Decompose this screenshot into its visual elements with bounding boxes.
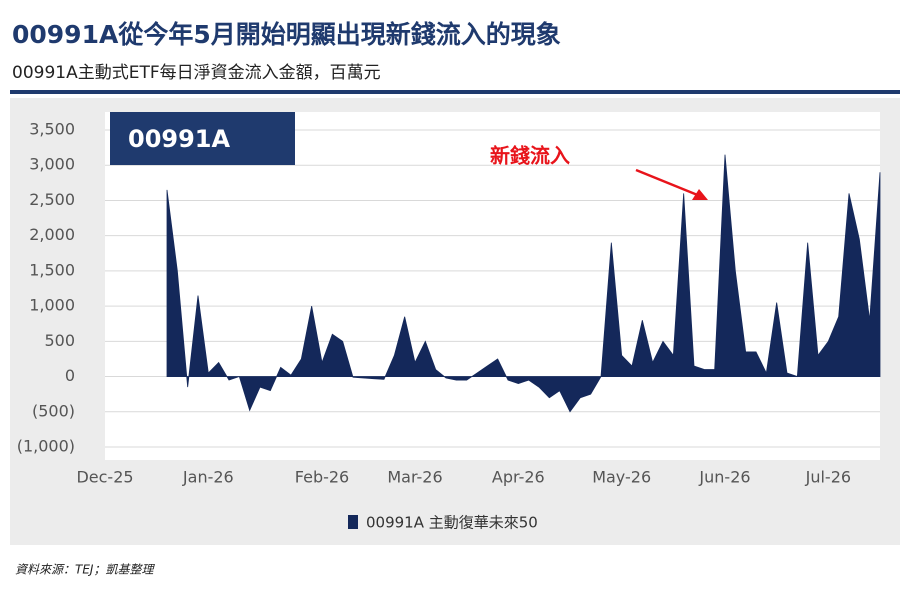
y-tick-label: (500) bbox=[32, 401, 75, 420]
x-tick-label: Jul-26 bbox=[805, 468, 851, 487]
x-tick-label: Feb-26 bbox=[295, 468, 349, 487]
y-tick-label: 2,500 bbox=[29, 190, 75, 209]
y-tick-label: 3,000 bbox=[29, 155, 75, 174]
x-tick-label: Apr-26 bbox=[492, 468, 545, 487]
y-tick-label: 500 bbox=[44, 331, 75, 350]
rule bbox=[10, 90, 900, 94]
y-tick-label: 2,000 bbox=[29, 225, 75, 244]
y-tick-label: 1,000 bbox=[29, 296, 75, 315]
arrow-head bbox=[692, 189, 708, 200]
annotation: 新錢流入 bbox=[490, 144, 570, 168]
x-tick-label: May-26 bbox=[592, 468, 651, 487]
legend-swatch bbox=[348, 515, 358, 529]
y-tick-label: (1,000) bbox=[17, 437, 75, 456]
badge-box bbox=[110, 112, 295, 165]
y-tick-label: 1,500 bbox=[29, 260, 75, 279]
y-tick-label: 0 bbox=[65, 366, 75, 385]
area bbox=[166, 154, 881, 413]
plot-area bbox=[105, 112, 880, 460]
source: 資料來源：TEJ；凱基整理 bbox=[15, 563, 155, 577]
x-tick-label: Jan-26 bbox=[182, 468, 234, 487]
badge: 00991A bbox=[128, 125, 230, 153]
chart-title: 00991A從今年5月開始明顯出現新錢流入的現象 bbox=[12, 20, 561, 49]
legend-label: 00991A 主動復華未來50 bbox=[366, 514, 538, 532]
x-tick-label: Jun-26 bbox=[698, 468, 750, 487]
x-tick-label: Dec-25 bbox=[76, 468, 133, 487]
y-tick-label: 3,500 bbox=[29, 120, 75, 139]
x-tick-label: Mar-26 bbox=[387, 468, 442, 487]
annotation-arrow bbox=[635, 168, 701, 198]
chart-subtitle: 00991A主動式ETF每日淨資金流入金額，百萬元 bbox=[12, 63, 381, 83]
